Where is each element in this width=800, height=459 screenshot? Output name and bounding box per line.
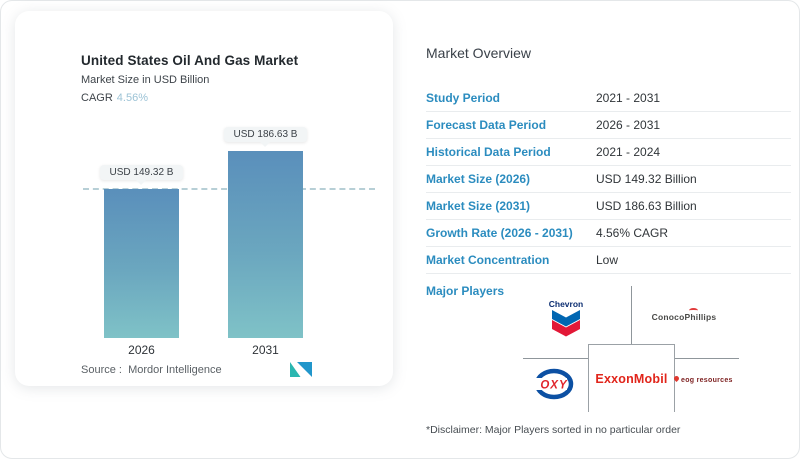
org-line-left (523, 358, 588, 359)
table-row: Market Size (2026) USD 149.32 Billion (426, 166, 791, 193)
row-value: USD 149.32 Billion (596, 172, 697, 186)
chevron-wordmark: Chevron (549, 299, 583, 309)
table-row: Historical Data Period 2021 - 2024 (426, 139, 791, 166)
row-label: Market Size (2026) (426, 172, 531, 186)
table-row: Forecast Data Period 2026 - 2031 (426, 112, 791, 139)
conoco-wordmark: ConocoPhillips (651, 312, 717, 322)
chart-subtitle: Market Size in USD Billion (81, 74, 210, 86)
bar-2031: USD 186.63 B (223, 127, 308, 338)
row-label: Growth Rate (2026 - 2031) (426, 226, 573, 240)
bar-value-tooltip: USD 149.32 B (99, 165, 184, 180)
cagr-line: CAGR 4.56% (81, 92, 393, 104)
table-row: Study Period 2021 - 2031 (426, 85, 791, 112)
flame-icon (672, 374, 681, 383)
row-value: USD 186.63 Billion (596, 199, 697, 213)
row-value: 2026 - 2031 (596, 118, 661, 132)
x-axis-label-2031: 2031 (252, 343, 279, 357)
chart-title: United States Oil And Gas Market (81, 53, 299, 68)
x-axis-label-2026: 2026 (128, 343, 155, 357)
mordor-intelligence-logo (290, 362, 312, 377)
row-value: 4.56% CAGR (596, 226, 669, 240)
bar-value-label: USD 186.63 B (233, 129, 298, 140)
org-line-right (675, 358, 739, 359)
cagr-value: 4.56% (116, 92, 148, 104)
row-value: 2021 - 2031 (596, 91, 661, 105)
source-label: Source : (81, 363, 122, 376)
major-players-chart: Chevron ConocoPhillips OXY ExxonMobil eo… (426, 284, 791, 412)
source-text: Source : Mordor Intelligence (81, 364, 222, 376)
row-value: 2021 - 2024 (596, 145, 661, 159)
row-label: Market Concentration (426, 253, 550, 267)
org-line-vertical (631, 286, 632, 344)
eog-wordmark: eog resources (681, 377, 733, 384)
oxy-wordmark: OXY (540, 380, 568, 392)
oxy-logo: OXY (534, 368, 574, 400)
row-label: Forecast Data Period (426, 118, 547, 132)
overview-table: Study Period 2021 - 2031 Forecast Data P… (426, 85, 791, 274)
conoco-red-mark (689, 308, 699, 313)
bar-2026: USD 149.32 B (99, 165, 184, 338)
bar-value-tooltip: USD 186.63 B (223, 127, 308, 142)
cagr-label: CAGR (81, 92, 113, 104)
eog-resources-logo: eog resources (672, 374, 744, 384)
market-chart-card: USD 149.32 B USD 186.63 B 2026 2031 Unit… (15, 11, 393, 386)
bar-chart: USD 149.32 B USD 186.63 B 2026 2031 (15, 11, 393, 386)
exxonmobil-box: ExxonMobil (588, 344, 675, 412)
bar-value-label: USD 149.32 B (109, 167, 174, 178)
table-row: Market Size (2031) USD 186.63 Billion (426, 193, 791, 220)
source-value: Mordor Intelligence (128, 363, 222, 376)
disclaimer-text: *Disclaimer: Major Players sorted in no … (426, 424, 681, 436)
market-overview-panel: Market Overview Study Period 2021 - 2031… (426, 41, 791, 456)
row-label: Market Size (2031) (426, 199, 531, 213)
table-row: Growth Rate (2026 - 2031) 4.56% CAGR (426, 220, 791, 247)
source-row: Source : Mordor Intelligence (81, 361, 313, 378)
chart-header: United States Oil And Gas Market Market … (15, 11, 393, 104)
row-label: Historical Data Period (426, 145, 551, 159)
overview-heading: Market Overview (426, 45, 532, 61)
exxonmobil-wordmark: ExxonMobil (595, 371, 668, 386)
major-players-label: Major Players (426, 284, 505, 298)
table-row: Market Concentration Low (426, 247, 791, 274)
row-value: Low (596, 253, 619, 267)
chevron-logo: Chevron (549, 299, 583, 337)
conocophillips-logo: ConocoPhillips (641, 308, 727, 322)
row-label: Study Period (426, 91, 501, 105)
